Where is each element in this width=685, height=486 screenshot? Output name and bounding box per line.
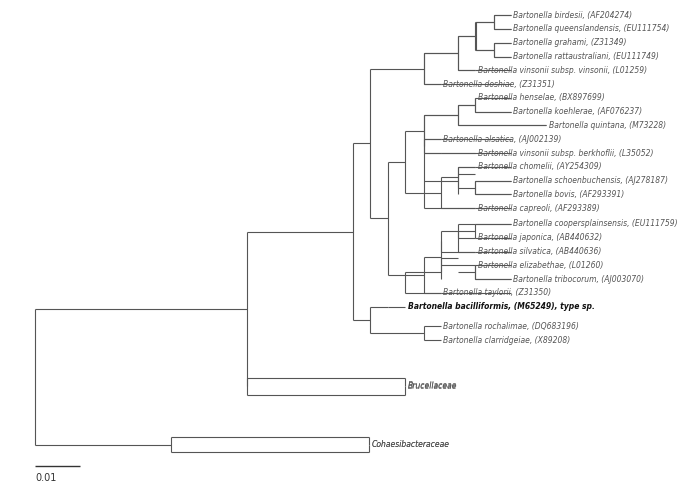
Text: Bartonella taylorii, (Z31350): Bartonella taylorii, (Z31350): [443, 288, 551, 297]
Text: Bartonella capreoli, (AF293389): Bartonella capreoli, (AF293389): [477, 204, 599, 213]
Text: Bartonella quintana, (M73228): Bartonella quintana, (M73228): [549, 121, 666, 130]
Text: Bartonella doshiae, (Z31351): Bartonella doshiae, (Z31351): [443, 80, 555, 88]
Text: Bartonella queenslandensis, (EU111754): Bartonella queenslandensis, (EU111754): [513, 24, 670, 34]
Text: Bartonella japonica, (AB440632): Bartonella japonica, (AB440632): [477, 233, 602, 242]
Text: Bartonella silvatica, (AB440636): Bartonella silvatica, (AB440636): [477, 247, 601, 256]
Text: Bartonella alsatica, (AJ002139): Bartonella alsatica, (AJ002139): [443, 135, 562, 144]
Text: Bartonella henselae, (BX897699): Bartonella henselae, (BX897699): [477, 93, 604, 103]
Text: Bartonella coopersplainsensis, (EU111759): Bartonella coopersplainsensis, (EU111759…: [513, 220, 678, 228]
Text: 0.01: 0.01: [35, 473, 57, 483]
Text: Bartonella vinsonii subsp. berkhoflii, (L35052): Bartonella vinsonii subsp. berkhoflii, (…: [477, 149, 653, 157]
Text: Bartonella birdesii, (AF204274): Bartonella birdesii, (AF204274): [513, 11, 632, 19]
Text: Bartonella elizabethae, (L01260): Bartonella elizabethae, (L01260): [477, 261, 603, 270]
Text: Bartonella bacilliformis, (M65249), type sp.: Bartonella bacilliformis, (M65249), type…: [408, 302, 595, 311]
Text: Bartonella bovis, (AF293391): Bartonella bovis, (AF293391): [513, 190, 625, 199]
Text: Bartonella rattaustraliani, (EU111749): Bartonella rattaustraliani, (EU111749): [513, 52, 659, 61]
Text: Bartonella chomelii, (AY254309): Bartonella chomelii, (AY254309): [477, 162, 601, 172]
Text: Bartonella rochalimae, (DQ683196): Bartonella rochalimae, (DQ683196): [443, 322, 579, 331]
Text: Brucellaceae: Brucellaceae: [408, 381, 457, 390]
Text: Bartonella tribocorum, (AJ003070): Bartonella tribocorum, (AJ003070): [513, 275, 645, 284]
Text: Bartonella vinsonii subsp. vinsonii, (L01259): Bartonella vinsonii subsp. vinsonii, (L0…: [477, 66, 647, 75]
Text: Bartonella clarridgeiae, (X89208): Bartonella clarridgeiae, (X89208): [443, 336, 571, 345]
Text: Cohaesibacteraceae: Cohaesibacteraceae: [372, 440, 450, 449]
Text: Bartonella schoenbuchensis, (AJ278187): Bartonella schoenbuchensis, (AJ278187): [513, 176, 669, 185]
Text: Bartonella koehlerae, (AF076237): Bartonella koehlerae, (AF076237): [513, 107, 643, 116]
Text: Bartonella grahami, (Z31349): Bartonella grahami, (Z31349): [513, 38, 627, 47]
Text: Brucellaceae: Brucellaceae: [408, 382, 457, 391]
Text: Cohaesibacteraceae: Cohaesibacteraceae: [372, 440, 450, 449]
